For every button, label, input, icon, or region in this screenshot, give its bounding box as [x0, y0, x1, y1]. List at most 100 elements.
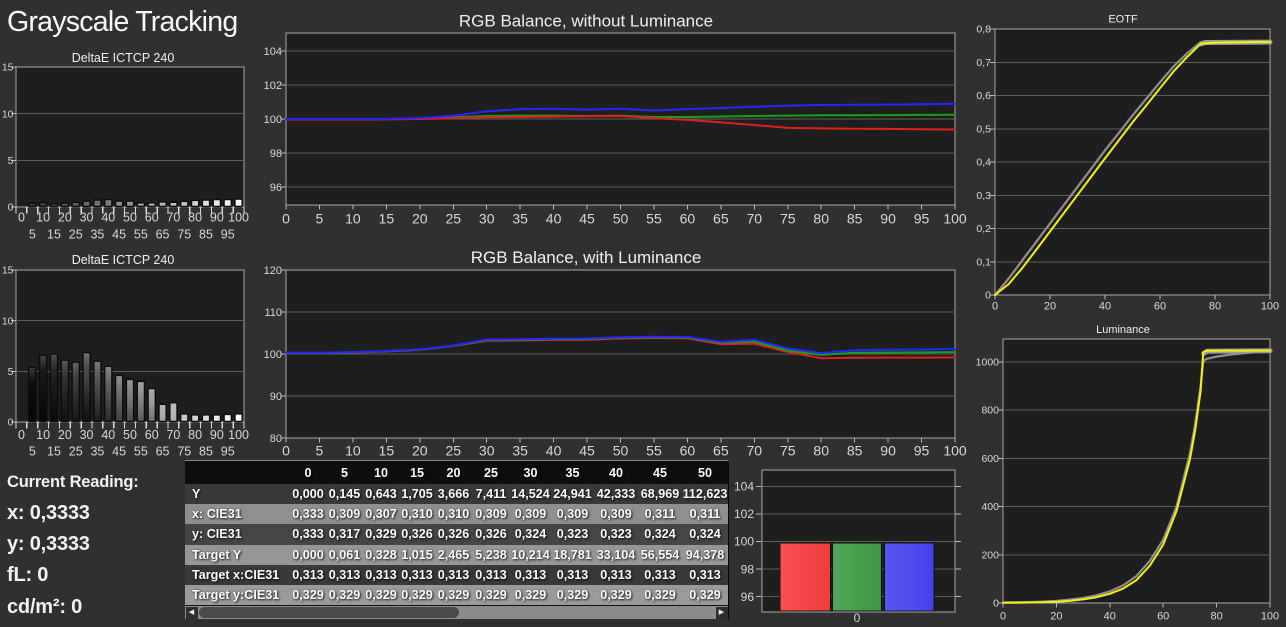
svg-text:15: 15: [2, 265, 14, 277]
svg-text:400: 400: [981, 501, 999, 513]
svg-text:25: 25: [445, 211, 461, 227]
svg-text:90: 90: [210, 211, 224, 225]
svg-text:15: 15: [379, 443, 395, 459]
svg-text:20: 20: [58, 211, 72, 225]
svg-text:50: 50: [123, 211, 137, 225]
svg-text:5: 5: [316, 211, 324, 227]
svg-text:35: 35: [512, 211, 528, 227]
svg-text:0: 0: [8, 417, 14, 429]
svg-text:0: 0: [992, 301, 998, 313]
svg-text:0,6: 0,6: [976, 90, 991, 102]
svg-text:55: 55: [134, 445, 148, 459]
svg-text:RGB Balance, with Luminance: RGB Balance, with Luminance: [471, 248, 702, 267]
svg-text:102: 102: [264, 80, 282, 92]
svg-text:25: 25: [69, 228, 83, 242]
svg-text:75: 75: [177, 445, 191, 459]
svg-text:15: 15: [379, 211, 395, 227]
svg-text:600: 600: [981, 453, 999, 465]
svg-text:45: 45: [579, 443, 595, 459]
svg-text:60: 60: [680, 211, 696, 227]
svg-text:5: 5: [29, 445, 36, 459]
svg-text:65: 65: [156, 445, 170, 459]
svg-text:30: 30: [80, 211, 94, 225]
svg-text:98: 98: [270, 148, 282, 160]
svg-text:80: 80: [813, 211, 829, 227]
svg-text:100: 100: [1261, 301, 1279, 313]
svg-text:5: 5: [29, 228, 36, 242]
svg-text:5: 5: [316, 443, 324, 459]
svg-text:10: 10: [345, 211, 361, 227]
svg-text:0: 0: [282, 211, 290, 227]
svg-text:80: 80: [188, 428, 202, 442]
svg-text:60: 60: [145, 211, 159, 225]
svg-text:0,1: 0,1: [976, 256, 991, 268]
svg-text:5: 5: [8, 366, 14, 378]
svg-text:0,7: 0,7: [976, 57, 991, 69]
svg-text:0: 0: [854, 611, 861, 625]
svg-text:104: 104: [264, 46, 282, 58]
svg-text:0,8: 0,8: [976, 24, 991, 36]
svg-text:100: 100: [1261, 611, 1279, 623]
svg-text:40: 40: [101, 428, 115, 442]
svg-text:20: 20: [412, 211, 428, 227]
svg-text:30: 30: [479, 211, 495, 227]
svg-text:45: 45: [112, 445, 126, 459]
svg-text:60: 60: [145, 428, 159, 442]
svg-text:5: 5: [8, 155, 14, 167]
svg-text:110: 110: [264, 307, 282, 319]
svg-text:102: 102: [734, 507, 754, 521]
svg-text:25: 25: [69, 445, 83, 459]
svg-text:55: 55: [134, 228, 148, 242]
svg-text:100: 100: [734, 535, 754, 549]
svg-text:25: 25: [445, 443, 461, 459]
svg-text:96: 96: [741, 590, 755, 604]
svg-text:80: 80: [188, 211, 202, 225]
svg-text:35: 35: [90, 445, 104, 459]
svg-text:30: 30: [479, 443, 495, 459]
svg-text:1000: 1000: [976, 357, 1000, 369]
svg-text:90: 90: [270, 391, 282, 403]
svg-text:85: 85: [199, 445, 213, 459]
svg-text:EOTF: EOTF: [1108, 14, 1138, 26]
svg-text:40: 40: [1099, 301, 1111, 313]
svg-text:80: 80: [813, 443, 829, 459]
svg-text:70: 70: [747, 211, 763, 227]
svg-text:800: 800: [981, 405, 999, 417]
svg-text:Luminance: Luminance: [1096, 324, 1150, 336]
svg-text:0,2: 0,2: [976, 223, 991, 235]
svg-text:95: 95: [914, 443, 930, 459]
svg-text:20: 20: [1050, 611, 1062, 623]
svg-text:95: 95: [221, 445, 235, 459]
svg-text:35: 35: [512, 443, 528, 459]
svg-text:50: 50: [123, 428, 137, 442]
svg-text:20: 20: [412, 443, 428, 459]
svg-text:0: 0: [985, 290, 991, 302]
svg-text:35: 35: [90, 228, 104, 242]
svg-text:65: 65: [156, 228, 170, 242]
svg-text:90: 90: [880, 443, 896, 459]
svg-text:DeltaE ICTCP 240: DeltaE ICTCP 240: [72, 253, 175, 267]
svg-text:40: 40: [101, 211, 115, 225]
svg-text:45: 45: [112, 228, 126, 242]
svg-text:60: 60: [1154, 301, 1166, 313]
svg-text:0: 0: [18, 211, 25, 225]
svg-text:100: 100: [264, 114, 282, 126]
svg-text:70: 70: [747, 443, 763, 459]
svg-text:40: 40: [546, 211, 562, 227]
svg-text:0: 0: [18, 428, 25, 442]
svg-text:70: 70: [166, 428, 180, 442]
svg-text:120: 120: [264, 265, 282, 277]
svg-text:50: 50: [613, 443, 629, 459]
svg-text:65: 65: [713, 211, 729, 227]
svg-text:100: 100: [264, 349, 282, 361]
svg-text:15: 15: [2, 62, 14, 74]
svg-text:200: 200: [981, 549, 999, 561]
svg-text:0: 0: [8, 202, 14, 214]
svg-text:40: 40: [1104, 611, 1116, 623]
svg-text:45: 45: [579, 211, 595, 227]
svg-text:75: 75: [780, 443, 796, 459]
svg-text:10: 10: [2, 108, 14, 120]
svg-text:15: 15: [47, 445, 61, 459]
svg-text:80: 80: [1209, 301, 1221, 313]
svg-text:60: 60: [1157, 611, 1169, 623]
